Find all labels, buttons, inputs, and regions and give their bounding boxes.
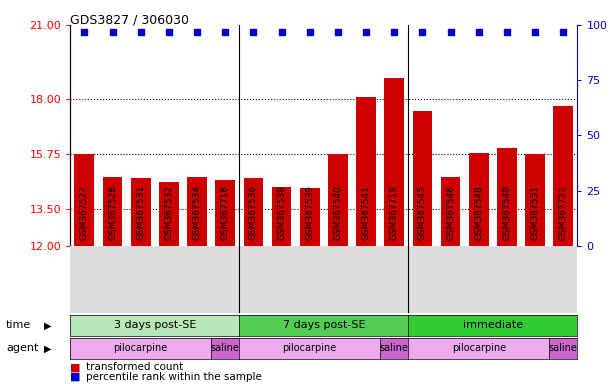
Text: ■: ■: [70, 362, 84, 372]
Text: saline: saline: [211, 343, 240, 354]
Bar: [103, 177, 122, 246]
Bar: [328, 154, 348, 246]
Bar: [244, 178, 263, 246]
Bar: [469, 152, 489, 246]
Bar: [384, 78, 404, 246]
Bar: [525, 154, 545, 246]
Bar: [272, 187, 291, 246]
Text: time: time: [6, 320, 31, 331]
Text: saline: saline: [549, 343, 578, 354]
Bar: [131, 178, 150, 246]
Text: pilocarpine: pilocarpine: [114, 343, 168, 354]
Bar: [159, 182, 179, 246]
Text: transformed count: transformed count: [86, 362, 183, 372]
Text: pilocarpine: pilocarpine: [452, 343, 506, 354]
Text: saline: saline: [380, 343, 409, 354]
Bar: [356, 97, 376, 246]
Bar: [441, 177, 461, 246]
Text: ▶: ▶: [44, 320, 51, 331]
Bar: [215, 180, 235, 246]
Text: immediate: immediate: [463, 320, 523, 331]
Text: 3 days post-SE: 3 days post-SE: [114, 320, 196, 331]
Bar: [412, 111, 433, 246]
Bar: [300, 188, 320, 246]
Text: 7 days post-SE: 7 days post-SE: [282, 320, 365, 331]
Text: percentile rank within the sample: percentile rank within the sample: [86, 372, 262, 382]
Text: agent: agent: [6, 343, 38, 354]
Bar: [75, 154, 94, 246]
Text: ▶: ▶: [44, 343, 51, 354]
Bar: [554, 106, 573, 246]
Bar: [497, 147, 517, 246]
Bar: [187, 177, 207, 246]
Text: ■: ■: [70, 372, 84, 382]
Text: pilocarpine: pilocarpine: [283, 343, 337, 354]
Text: GDS3827 / 306030: GDS3827 / 306030: [70, 13, 189, 26]
